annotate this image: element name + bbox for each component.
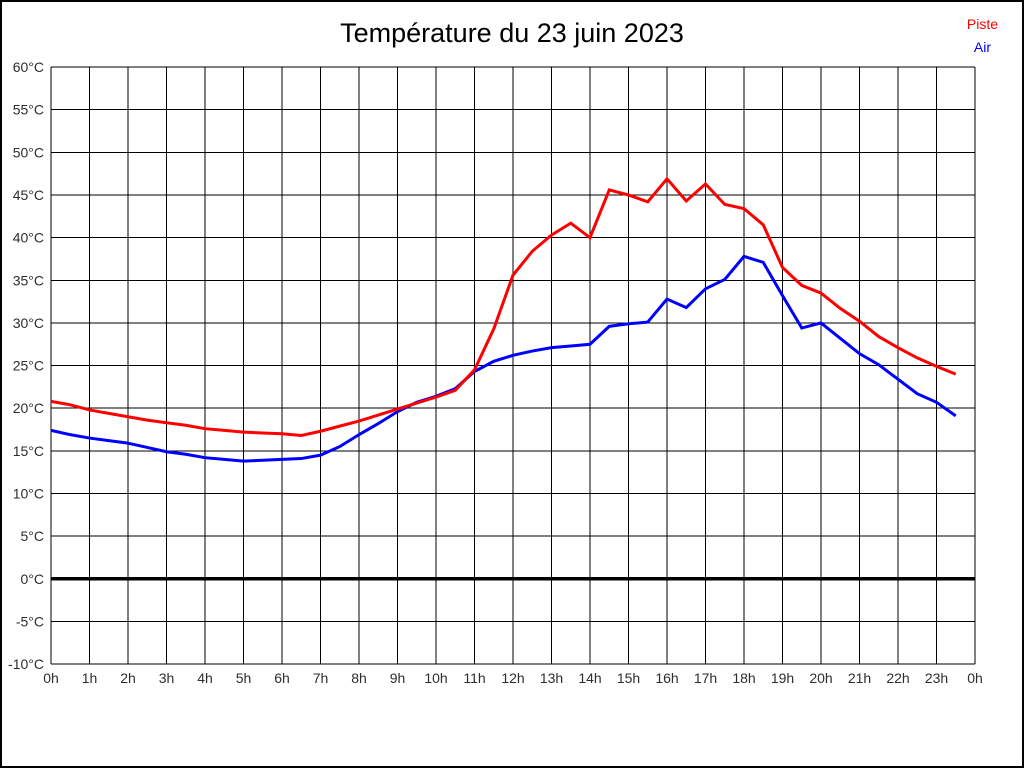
y-tick-label: 0°C <box>21 571 45 587</box>
x-tick-label: 7h <box>313 670 329 686</box>
x-tick-label: 0h <box>43 670 59 686</box>
x-tick-label: 21h <box>848 670 871 686</box>
y-tick-label: 45°C <box>13 187 44 203</box>
x-tick-label: 3h <box>159 670 175 686</box>
y-tick-label: -10°C <box>8 656 44 672</box>
x-tick-label: 17h <box>694 670 717 686</box>
x-tick-label: 16h <box>655 670 678 686</box>
chart-legend: Piste Air <box>967 13 998 59</box>
y-tick-label: 55°C <box>13 102 44 118</box>
x-tick-label: 8h <box>351 670 367 686</box>
y-tick-label: 60°C <box>13 59 44 75</box>
y-tick-label: 40°C <box>13 230 44 246</box>
x-tick-label: 13h <box>540 670 563 686</box>
legend-item-piste: Piste <box>966 16 998 32</box>
x-tick-label: 11h <box>463 670 485 686</box>
x-tick-label: 2h <box>120 670 136 686</box>
x-tick-label: 19h <box>771 670 794 686</box>
chart-title: Température du 23 juin 2023 <box>340 18 684 48</box>
x-tick-label: 4h <box>197 670 213 686</box>
y-tick-label: 20°C <box>13 400 44 416</box>
y-tick-label: 15°C <box>13 443 44 459</box>
x-tick-label: 6h <box>274 670 290 686</box>
x-tick-label: 23h <box>925 670 948 686</box>
y-tick-label: 35°C <box>13 272 44 288</box>
y-tick-label: 5°C <box>21 528 45 544</box>
x-tick-label: 20h <box>809 670 832 686</box>
x-tick-label: 0h <box>967 670 983 686</box>
series-line-air <box>50 254 957 463</box>
y-tick-label: 10°C <box>13 486 44 502</box>
x-tick-label: 5h <box>236 670 252 686</box>
x-tick-label: 22h <box>886 670 909 686</box>
x-tick-label: 10h <box>424 670 447 686</box>
x-tick-label: 15h <box>617 670 640 686</box>
series-line-piste <box>50 176 957 438</box>
x-tick-label: 9h <box>390 670 406 686</box>
x-tick-label: 14h <box>578 670 601 686</box>
x-tick-label: 1h <box>82 670 98 686</box>
y-tick-label: 25°C <box>13 358 44 374</box>
y-tick-label: -5°C <box>16 613 44 629</box>
y-tick-label: 30°C <box>13 315 44 331</box>
legend-item-air: Air <box>973 39 991 55</box>
x-tick-label: 18h <box>732 670 755 686</box>
y-tick-label: 50°C <box>13 144 44 160</box>
x-tick-label: 12h <box>501 670 524 686</box>
